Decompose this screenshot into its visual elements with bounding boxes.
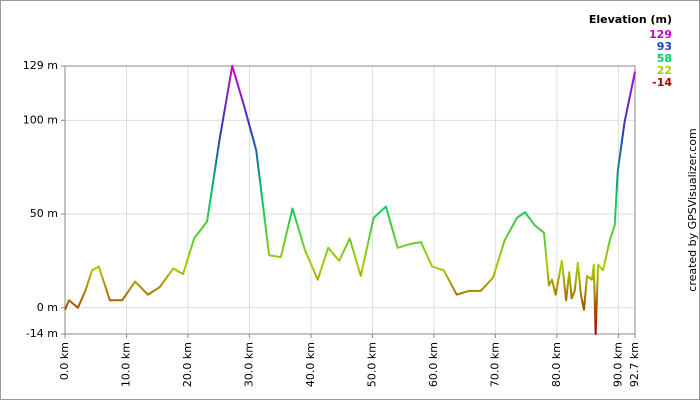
legend-title: Elevation (m): [589, 13, 672, 26]
x-tick-label: 70.0 km: [488, 342, 501, 387]
legend-value: 93: [657, 40, 672, 53]
legend-value: 22: [657, 64, 672, 77]
x-tick-label: 92.7 km: [628, 342, 641, 387]
plot-area: [64, 65, 636, 335]
plot-border: [64, 65, 636, 335]
y-tick-label: 100 m: [23, 113, 58, 126]
x-tick-label: 90.0 km: [611, 342, 624, 387]
x-tick-label: 30.0 km: [242, 342, 255, 387]
x-tick-label: 0.0 km: [58, 342, 71, 380]
x-tick-label: 50.0 km: [365, 342, 378, 387]
y-tick-label: 50 m: [30, 207, 58, 220]
legend-value: 129: [649, 28, 672, 41]
legend-value: 58: [657, 52, 672, 65]
elevation-line: [64, 65, 636, 335]
y-tick-label: 0 m: [37, 301, 58, 314]
y-tick-label: -14 m: [26, 327, 58, 340]
x-tick-label: 20.0 km: [181, 342, 194, 387]
x-tick-label: 10.0 km: [119, 342, 132, 387]
attribution: created by GPSVisualizer.com: [686, 128, 699, 291]
legend-value: -14: [652, 76, 672, 89]
x-tick-label: 40.0 km: [304, 342, 317, 387]
x-tick-label: 60.0 km: [427, 342, 440, 387]
y-tick-label: 129 m: [23, 59, 58, 72]
x-tick-label: 80.0 km: [550, 342, 563, 387]
